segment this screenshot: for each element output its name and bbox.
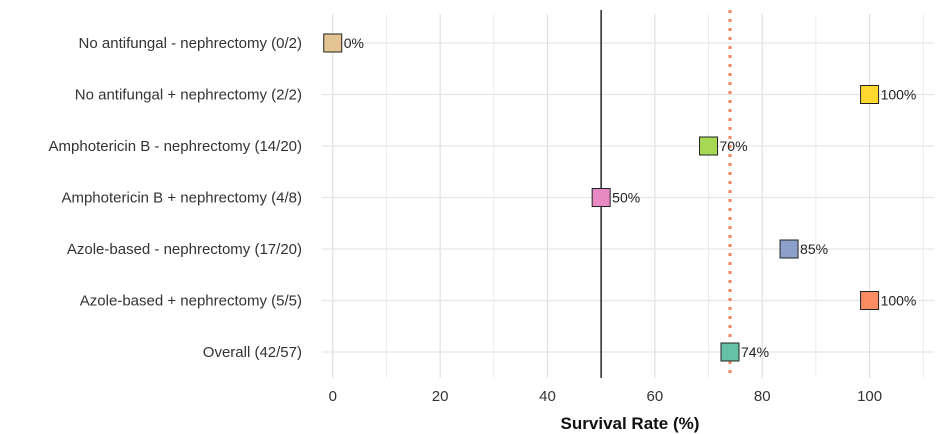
category-label: Amphotericin B + nephrectomy (4/8) xyxy=(61,190,302,207)
data-point-label: 0% xyxy=(344,35,364,51)
category-label: No antifungal - nephrectomy (0/2) xyxy=(79,35,302,52)
x-tick-label: 20 xyxy=(432,388,449,405)
data-point-marker xyxy=(779,239,799,259)
x-tick-label: 100 xyxy=(857,388,882,405)
x-tick-label: 0 xyxy=(329,388,337,405)
x-tick-label: 80 xyxy=(754,388,771,405)
category-label: Azole-based + nephrectomy (5/5) xyxy=(80,293,302,310)
data-point-label: 74% xyxy=(741,344,769,360)
data-point-marker xyxy=(860,291,880,310)
data-point-label: 100% xyxy=(881,87,917,103)
x-axis-title: Survival Rate (%) xyxy=(561,414,700,433)
category-labels: No antifungal - nephrectomy (0/2) No anti… xyxy=(49,35,302,361)
category-label: No antifungal + nephrectomy (2/2) xyxy=(75,87,302,104)
data-point-marker xyxy=(720,342,740,362)
data-point-label: 70% xyxy=(720,138,748,154)
x-tick-label: 40 xyxy=(539,388,556,405)
data-point-label: 85% xyxy=(800,241,828,257)
data-point-label: 50% xyxy=(612,190,640,206)
category-label: Overall (42/57) xyxy=(203,344,302,361)
x-tick-label: 60 xyxy=(646,388,663,405)
category-label: Azole-based - nephrectomy (17/20) xyxy=(67,241,302,258)
category-label: Amphotericin B - nephrectomy (14/20) xyxy=(49,138,302,155)
x-tick-labels: 0 20 40 60 80 100 xyxy=(329,388,883,405)
data-markers xyxy=(323,33,880,362)
data-point-marker xyxy=(323,33,343,53)
data-point-marker xyxy=(591,188,611,207)
data-point-marker xyxy=(699,136,719,156)
data-point-marker xyxy=(860,85,880,104)
grid-layer xyxy=(322,14,934,378)
data-labels: 0% 100% 70% 50% 85% 100% 74% xyxy=(344,35,917,360)
data-point-label: 100% xyxy=(881,293,917,309)
